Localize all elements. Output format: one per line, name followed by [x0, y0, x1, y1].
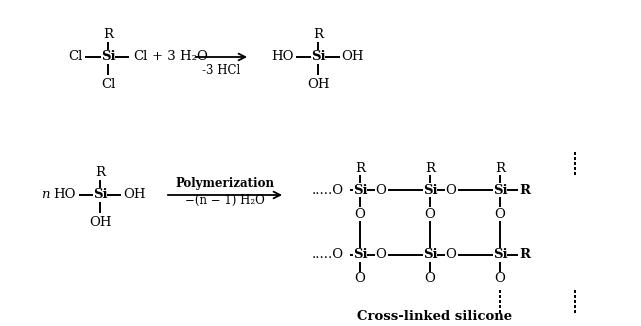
Text: R: R [103, 28, 113, 41]
Text: OH: OH [88, 216, 112, 230]
Text: R: R [495, 161, 505, 174]
Text: O: O [354, 208, 365, 220]
Text: R: R [519, 184, 531, 197]
Text: R: R [425, 161, 435, 174]
Text: R: R [355, 161, 365, 174]
Text: O: O [495, 208, 506, 220]
Text: −(n − 1) H₂O: −(n − 1) H₂O [185, 194, 265, 206]
Text: OH: OH [122, 188, 146, 201]
Text: HO: HO [53, 188, 75, 201]
Text: n: n [41, 188, 49, 201]
Text: O: O [376, 184, 387, 197]
Text: O: O [445, 248, 456, 261]
Text: OH: OH [341, 51, 363, 64]
Text: Polymerization: Polymerization [176, 176, 274, 189]
Text: Si: Si [353, 184, 367, 197]
Text: O: O [424, 208, 435, 220]
Text: Si: Si [101, 51, 115, 64]
Text: Cl: Cl [68, 51, 82, 64]
Text: OH: OH [307, 79, 329, 92]
Text: HO: HO [271, 51, 293, 64]
Text: O: O [376, 248, 387, 261]
Text: R: R [95, 167, 105, 180]
Text: O: O [445, 184, 456, 197]
Text: R: R [313, 28, 323, 41]
Text: Si: Si [311, 51, 326, 64]
Text: O: O [424, 273, 435, 286]
Text: .....O: .....O [312, 184, 344, 197]
Text: O: O [495, 273, 506, 286]
Text: Cl: Cl [133, 51, 147, 64]
Text: R: R [519, 248, 531, 261]
Text: Si: Si [353, 248, 367, 261]
Text: Si: Si [422, 248, 437, 261]
Text: O: O [354, 273, 365, 286]
Text: .....O: .....O [312, 248, 344, 261]
Text: Cl: Cl [101, 79, 115, 92]
Text: + 3 H₂O: + 3 H₂O [152, 51, 208, 64]
Text: Si: Si [493, 248, 507, 261]
Text: Si: Si [93, 188, 107, 201]
Text: Si: Si [493, 184, 507, 197]
Text: Si: Si [422, 184, 437, 197]
Text: -3 HCl: -3 HCl [202, 64, 240, 77]
Text: Cross-linked silicone: Cross-linked silicone [358, 309, 513, 322]
